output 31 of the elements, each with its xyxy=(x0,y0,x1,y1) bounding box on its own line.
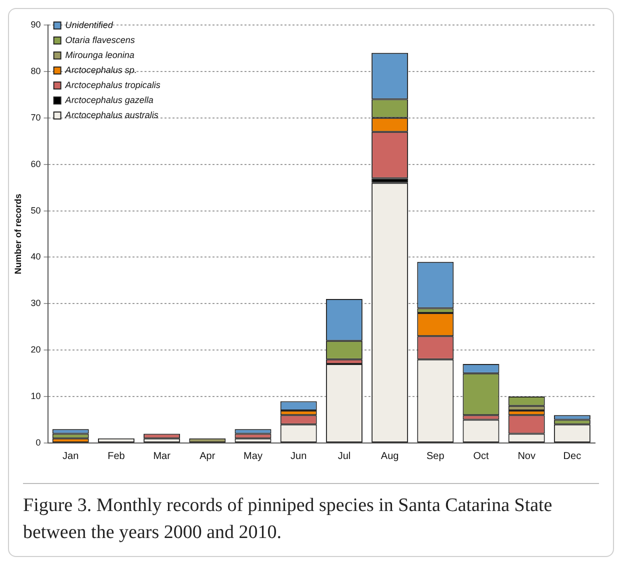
legend-label: Arctocephalus sp. xyxy=(64,65,137,75)
x-tick-label: Jan xyxy=(62,450,79,462)
y-tick-label: 60 xyxy=(30,158,41,169)
legend-label: Arctocephalus gazella xyxy=(64,95,154,105)
caption: Figure 3. Monthly records of pinniped species in Santa Catarina State between the years 2000 and 2010. xyxy=(23,483,599,546)
x-tick-label: Oct xyxy=(473,450,489,462)
y-tick-label: 50 xyxy=(30,205,41,216)
y-tick-label: 80 xyxy=(30,66,41,76)
y-tick-label: 20 xyxy=(30,344,41,355)
y-tick-label: 10 xyxy=(30,391,41,402)
x-tick-label: Dec xyxy=(563,450,582,462)
y-axis-title: Number of records xyxy=(12,194,23,274)
y-tick-label: 90 xyxy=(30,19,41,30)
legend-label: Mirounga leonina xyxy=(65,50,134,60)
x-tick-label: Jun xyxy=(290,450,307,462)
x-tick-label: Aug xyxy=(380,450,399,462)
y-tick-label: 30 xyxy=(30,298,41,308)
y-tick-label: 70 xyxy=(30,112,41,122)
x-tick-label: Feb xyxy=(108,450,126,462)
legend-label: Arctocephalus australis xyxy=(64,110,159,120)
legend-label: Unidentified xyxy=(65,20,114,30)
x-tick-label: Mar xyxy=(153,450,172,462)
y-tick-label: 0 xyxy=(36,437,41,448)
legend-label: Otaria flavescens xyxy=(65,35,136,45)
x-tick-label: Nov xyxy=(518,450,536,462)
legend-label: Arctocephalus tropicalis xyxy=(64,80,161,90)
x-tick-label: May xyxy=(244,450,262,462)
x-tick-label: Sep xyxy=(426,450,445,462)
y-tick-label: 40 xyxy=(30,252,41,262)
x-tick-label: Apr xyxy=(200,450,216,462)
x-tick-label: Jul xyxy=(338,450,351,462)
